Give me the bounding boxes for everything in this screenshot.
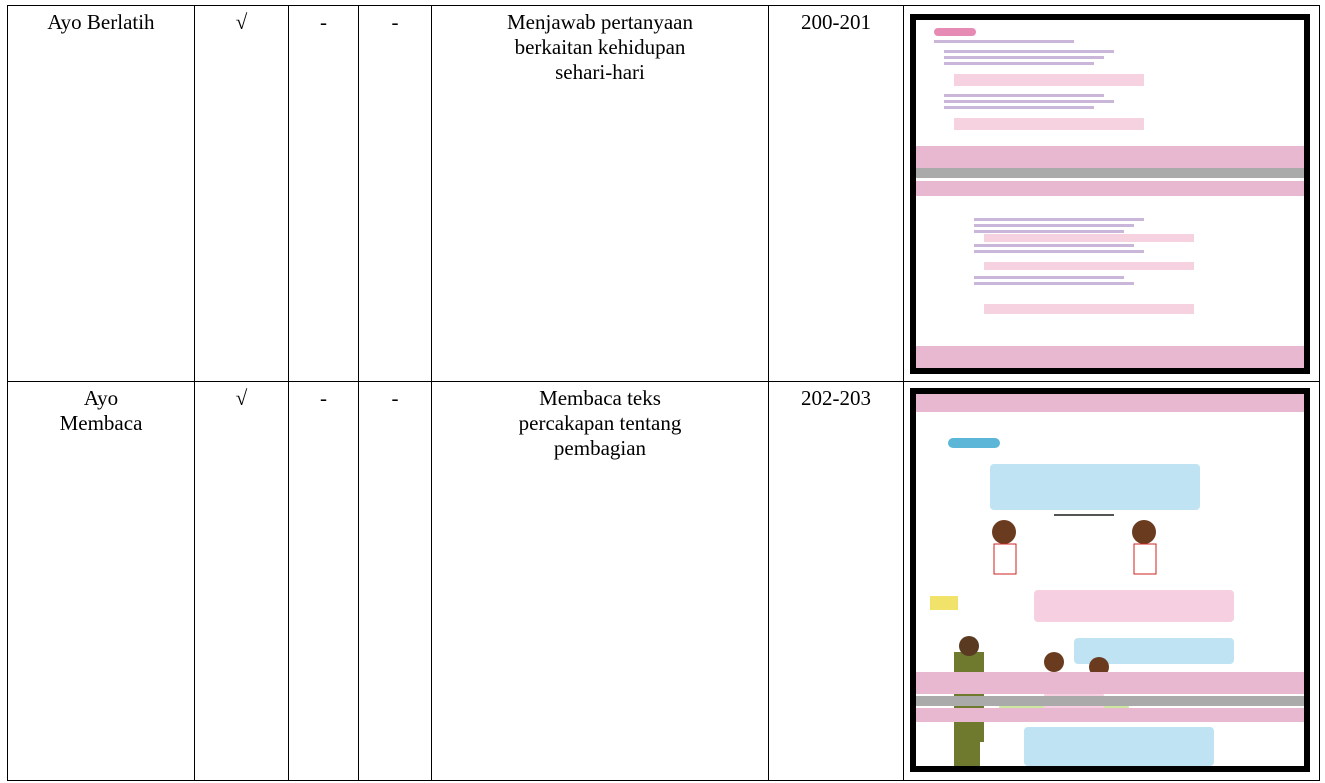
cell-text: √ bbox=[235, 386, 248, 410]
thumbnail-cell bbox=[903, 5, 1320, 382]
thumbnail-cell bbox=[903, 381, 1320, 781]
cell-text: - bbox=[320, 386, 327, 410]
cell-text: - bbox=[320, 10, 327, 34]
table-row: Ayo Membaca √ - - Membaca teks percakapa… bbox=[7, 381, 1320, 781]
cell-text: Ayo Berlatih bbox=[47, 10, 155, 34]
page-thumbnail bbox=[910, 14, 1310, 374]
cell-text: Ayo Membaca bbox=[59, 386, 143, 435]
cell-text: 200-201 bbox=[801, 10, 871, 34]
dash-cell: - bbox=[358, 5, 432, 382]
activity-cell: Ayo Berlatih bbox=[7, 5, 195, 382]
cell-text: - bbox=[391, 10, 399, 34]
dash-cell: - bbox=[288, 381, 359, 781]
lesson-table: Ayo Berlatih √ - - Menjawab pertanyaan b… bbox=[7, 5, 1320, 781]
dash-cell: - bbox=[288, 5, 359, 382]
page-cell: 200-201 bbox=[768, 5, 904, 382]
table-row: Ayo Berlatih √ - - Menjawab pertanyaan b… bbox=[7, 5, 1320, 382]
page-cell: 202-203 bbox=[768, 381, 904, 781]
check-cell: √ bbox=[194, 5, 289, 382]
description-cell: Membaca teks percakapan tentang pembagia… bbox=[431, 381, 769, 781]
cell-text: √ bbox=[235, 10, 248, 34]
dash-cell: - bbox=[358, 381, 432, 781]
cell-text: 202-203 bbox=[801, 386, 871, 410]
cell-text: - bbox=[391, 386, 399, 410]
page-thumbnail bbox=[910, 388, 1310, 772]
description-cell: Menjawab pertanyaan berkaitan kehidupan … bbox=[431, 5, 769, 382]
activity-cell: Ayo Membaca bbox=[7, 381, 195, 781]
cell-text: Membaca teks percakapan tentang pembagia… bbox=[518, 386, 682, 460]
cell-text: Menjawab pertanyaan berkaitan kehidupan … bbox=[507, 10, 693, 84]
check-cell: √ bbox=[194, 381, 289, 781]
